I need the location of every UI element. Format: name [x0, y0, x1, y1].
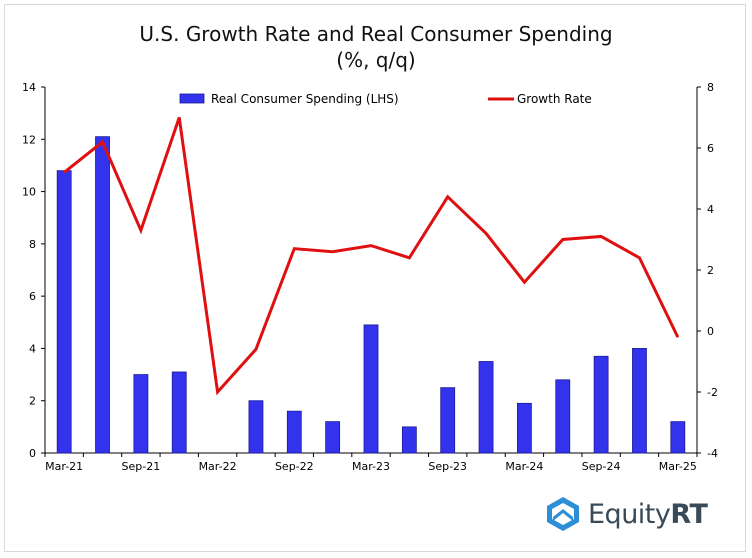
left-axis-tick-label: 2 [29, 395, 36, 408]
right-axis-tick-label: 2 [707, 264, 714, 277]
bar [632, 348, 647, 454]
right-axis-tick-label: 4 [707, 203, 714, 216]
growth-rate-point [370, 245, 372, 247]
bar [670, 421, 686, 454]
brand-name-part1: Equity [588, 498, 671, 530]
x-axis-tick-label: Sep-22 [275, 460, 314, 473]
x-axis-tick-label: Mar-25 [659, 460, 697, 473]
growth-rate-point [293, 248, 295, 250]
right-axis-tick-label: 8 [707, 81, 714, 94]
right-axis-tick-label: -2 [707, 386, 718, 399]
bar [56, 170, 72, 454]
growth-rate-point [447, 196, 449, 198]
growth-rate-point [332, 251, 334, 253]
x-axis-tick-label: Mar-22 [199, 460, 237, 473]
brand-name: EquityRT [588, 498, 708, 530]
bar [440, 387, 456, 454]
bar [401, 426, 417, 454]
left-axis-tick-label: 0 [29, 447, 36, 460]
bar [517, 402, 532, 454]
brand-name-part2: RT [670, 498, 708, 530]
legend-bar-swatch [179, 93, 205, 104]
chart-frame [4, 4, 746, 552]
growth-rate-point [255, 348, 257, 350]
x-axis-tick-label: Sep-24 [582, 460, 621, 473]
x-axis-tick-label: Mar-21 [45, 460, 83, 473]
growth-rate-point [600, 235, 602, 237]
right-axis-tick-label: -4 [707, 447, 718, 460]
legend-bar-label: Real Consumer Spending (LHS) [211, 92, 399, 106]
bar [478, 361, 494, 454]
bar [133, 374, 149, 454]
left-axis-tick-label: 10 [22, 186, 36, 199]
right-axis-tick-label: 0 [707, 325, 714, 338]
bar [95, 136, 110, 454]
bar [248, 400, 264, 454]
bar [593, 355, 609, 454]
bar [171, 371, 187, 454]
bar [555, 379, 571, 454]
bar [325, 421, 341, 454]
left-axis-tick-label: 12 [22, 133, 36, 146]
growth-rate-point [140, 229, 142, 231]
growth-rate-point [217, 391, 219, 393]
x-axis-tick-label: Sep-21 [122, 460, 161, 473]
growth-rate-point [523, 281, 525, 283]
right-axis-tick-label: 6 [707, 142, 714, 155]
growth-rate-point [102, 141, 104, 143]
x-axis-tick-label: Sep-23 [428, 460, 467, 473]
left-axis-tick-label: 8 [29, 238, 36, 251]
chart-title: U.S. Growth Rate and Real Consumer Spend… [139, 22, 613, 46]
growth-rate-point [638, 257, 640, 259]
growth-rate-point [677, 336, 679, 338]
left-axis-tick-label: 6 [29, 290, 36, 303]
growth-rate-point [485, 232, 487, 234]
legend-line-label: Growth Rate [517, 92, 592, 106]
x-axis-tick-label: Mar-23 [352, 460, 390, 473]
left-axis-tick-label: 4 [29, 342, 36, 355]
equityrt-logo-icon [547, 497, 579, 531]
x-axis-tick-label: Mar-24 [505, 460, 543, 473]
growth-rate-point [63, 171, 65, 173]
growth-rate-point [178, 117, 180, 118]
bar [363, 324, 379, 454]
growth-rate-point [562, 239, 564, 240]
chart-subtitle: (%, q/q) [336, 48, 416, 72]
bar [286, 410, 302, 454]
left-axis-tick-label: 14 [22, 81, 36, 94]
brand-logo: EquityRT [544, 494, 708, 534]
growth-rate-point [408, 257, 410, 259]
